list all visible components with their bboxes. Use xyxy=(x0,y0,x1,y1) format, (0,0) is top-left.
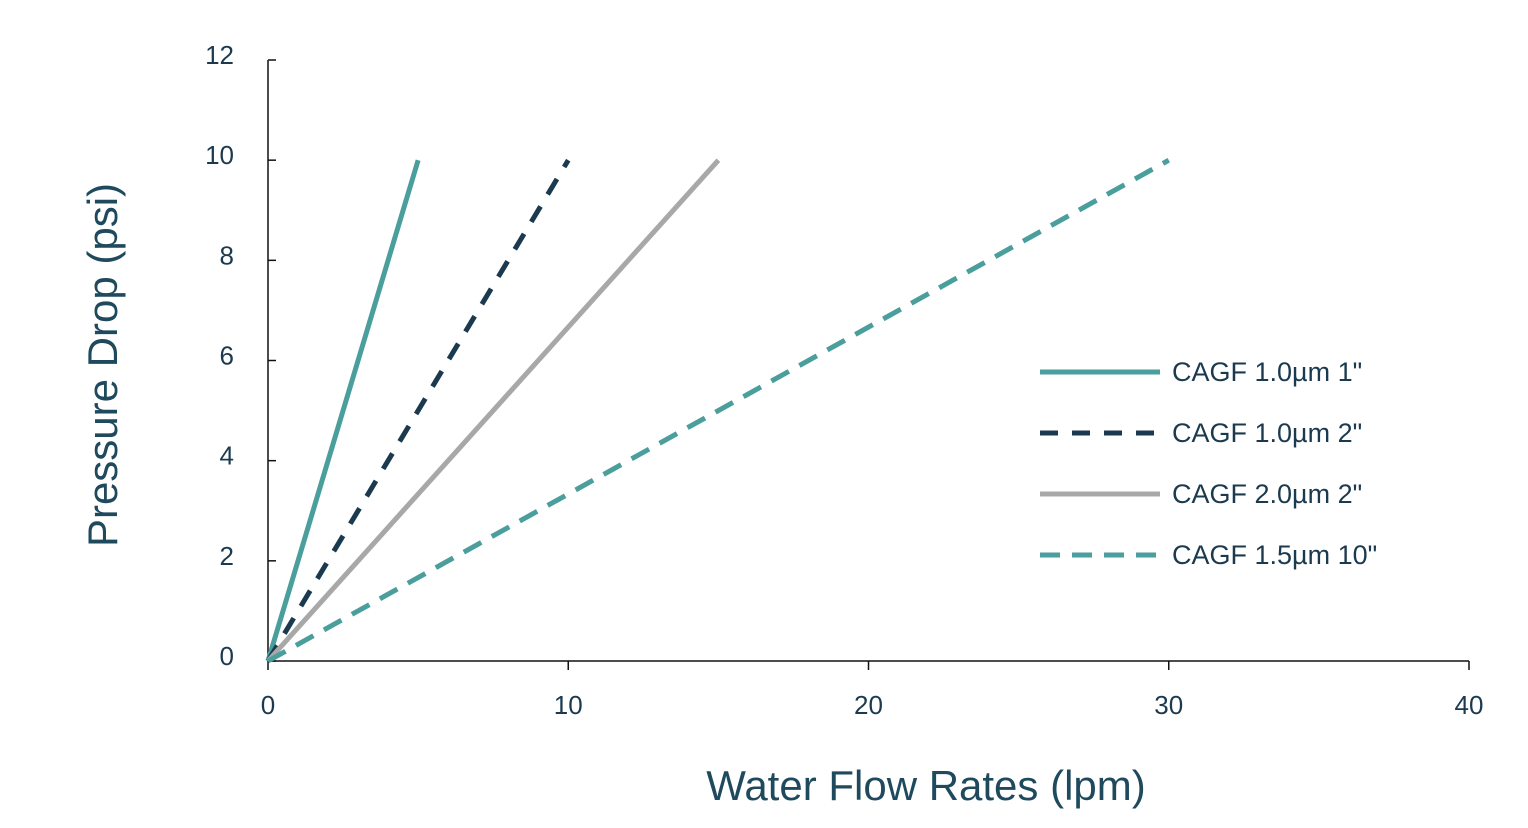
x-tick-label: 0 xyxy=(261,690,275,720)
y-tick-label: 0 xyxy=(220,641,234,671)
x-tick-label: 20 xyxy=(854,690,883,720)
ticks: 0 10 20 30 40 0 2 4 6 8 10 12 xyxy=(205,40,1483,720)
legend-label-2: CAGF 1.0µm 2" xyxy=(1172,418,1362,448)
y-axis-title: Pressure Drop (psi) xyxy=(79,183,126,547)
y-tick-label: 2 xyxy=(220,541,234,571)
y-tick-label: 4 xyxy=(220,441,234,471)
y-tick-label: 8 xyxy=(220,240,234,270)
x-tick-label: 10 xyxy=(554,690,583,720)
series-line-1 xyxy=(265,159,421,662)
series-line-3 xyxy=(266,158,721,663)
series-lines xyxy=(265,157,1170,664)
x-axis-title: Water Flow Rates (lpm) xyxy=(706,762,1146,809)
legend-label-1: CAGF 1.0µm 1" xyxy=(1172,357,1362,387)
y-tick-label: 6 xyxy=(220,341,234,371)
series-line-2 xyxy=(265,158,571,663)
legend: CAGF 1.0µm 1" CAGF 1.0µm 2" CAGF 2.0µm 2" C… xyxy=(1040,357,1377,570)
x-tick-label: 30 xyxy=(1154,690,1183,720)
legend-label-4: CAGF 1.5µm 10" xyxy=(1172,540,1377,570)
x-tick-label: 40 xyxy=(1455,690,1484,720)
y-tick-label: 12 xyxy=(205,40,234,70)
series-line-4 xyxy=(266,157,1170,664)
legend-label-3: CAGF 2.0µm 2" xyxy=(1172,479,1362,509)
y-tick-label: 10 xyxy=(205,140,234,170)
